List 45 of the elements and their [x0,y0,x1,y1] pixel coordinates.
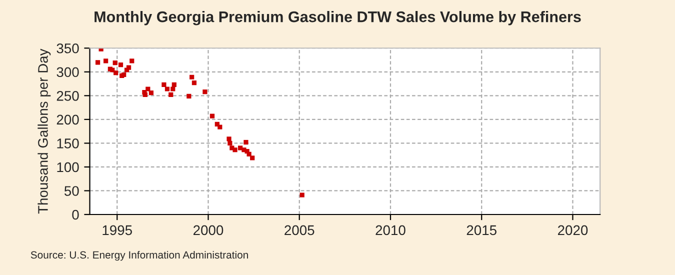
y-tick-label: 100 [57,162,79,172]
x-tick-label: 2015 [466,225,496,236]
y-tick-label: 350 [56,43,79,54]
point [162,82,166,88]
point [164,86,170,92]
point [300,192,304,198]
x-tick-label: 1995 [102,225,132,236]
y-tick-label: 50 [64,186,79,196]
point [210,114,215,118]
point [172,82,176,88]
point [228,140,232,146]
point [244,140,248,145]
point [168,92,174,98]
y-tick-label: 0 [72,210,79,220]
point [190,74,194,80]
point [98,48,104,52]
x-tick-label: 2010 [376,225,406,236]
point [118,62,124,68]
x-tick-label: 2005 [284,225,314,236]
point [226,136,232,142]
y-tick-label: 150 [57,138,79,148]
point [114,70,118,76]
point [202,90,208,94]
point [186,94,192,98]
point [130,58,134,64]
point [218,124,222,130]
y-tick-label: 300 [56,67,79,78]
point [170,86,176,92]
x-tick-label: 2000 [193,225,224,236]
point [148,90,154,96]
point [232,148,238,152]
point [250,156,255,160]
y-axis-title: Thousand Gallons per Day [38,48,51,214]
x-tick-label: 2020 [558,225,588,236]
point [112,60,118,66]
source-note: Source: U.S. Energy Information Administration [30,250,248,261]
point [95,60,100,65]
y-tick-label: 200 [56,114,79,125]
y-tick-label: 250 [56,90,79,101]
point [104,58,108,64]
point [142,92,148,98]
point [126,65,132,70]
point [146,86,150,92]
point [192,80,197,86]
chart-title: Monthly Georgia Premium Gasoline DTW Sales Volume by Refiners [94,11,581,26]
